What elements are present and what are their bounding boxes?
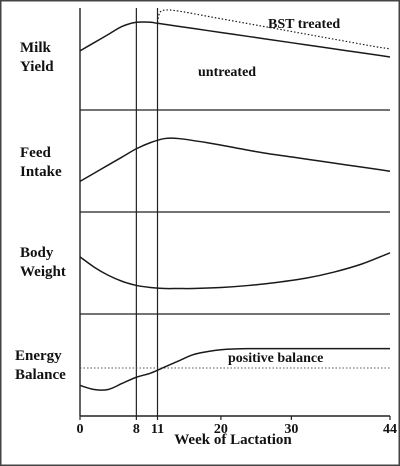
- x-tick-label-0: 0: [77, 422, 84, 437]
- panel-label-milk-line1: Milk: [20, 40, 51, 56]
- x-tick-label-11: 11: [151, 422, 164, 437]
- x-tick-label-30: 30: [284, 422, 298, 437]
- annotation-bst-treated: BST treated: [268, 17, 340, 32]
- x-tick-label-20: 20: [214, 422, 228, 437]
- panel-label-energy-line2: Balance: [15, 367, 66, 383]
- panel-label-feed-line1: Feed: [20, 145, 51, 161]
- panel-label-weight-line2: Weight: [20, 264, 66, 280]
- plot-layer: 0 8 11 20 30 44: [77, 8, 397, 437]
- panel-label-feed-line2: Intake: [20, 164, 62, 180]
- series-line-energy-0: [79, 347, 390, 391]
- x-tick-label-44: 44: [383, 422, 397, 437]
- series-line-milk-untreated: [79, 21, 391, 58]
- annotation-untreated: untreated: [198, 65, 256, 80]
- x-axis-title: Week of Lactation: [174, 432, 292, 448]
- annotation-positive-balance: positive balance: [228, 351, 323, 366]
- series-line-milk-bst-treated: [156, 9, 391, 50]
- panel-label-milk-line2: Yield: [20, 59, 54, 75]
- panel-label-energy-line1: Energy: [15, 348, 62, 364]
- series-line-weight-0: [79, 252, 391, 290]
- x-tick-label-8: 8: [133, 422, 140, 437]
- panel-label-weight-line1: Body: [20, 245, 54, 261]
- series-line-feed-0: [79, 137, 391, 183]
